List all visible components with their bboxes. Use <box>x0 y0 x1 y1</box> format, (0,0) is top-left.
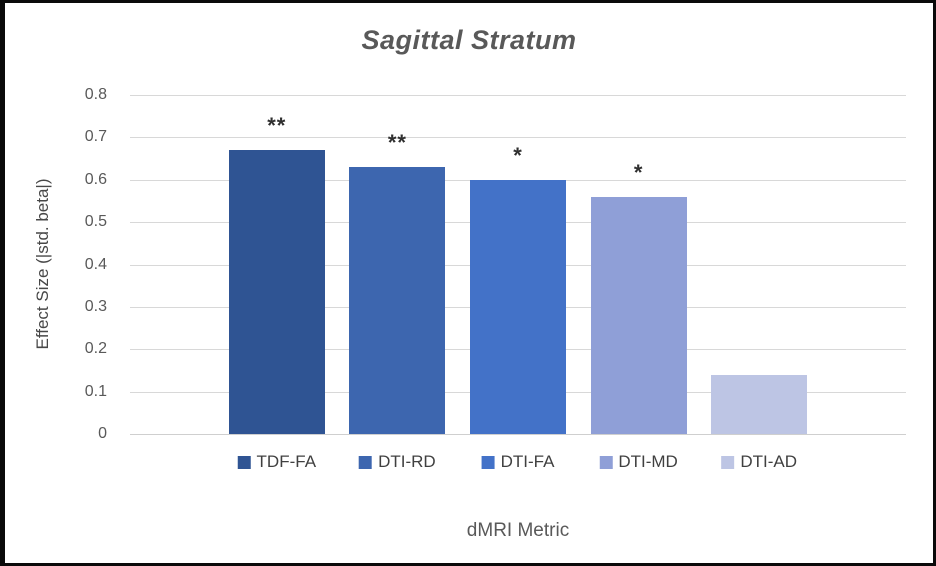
gridline <box>130 95 906 96</box>
chart-inner-area: Sagittal Stratum Effect Size (|std. beta… <box>5 3 933 563</box>
legend-color-swatch <box>359 455 373 469</box>
y-tick-label: 0.6 <box>84 170 107 188</box>
significance-marker-dti-rd: ** <box>387 130 407 156</box>
bar-dti-rd <box>349 167 446 434</box>
y-tick-label: 0.5 <box>84 213 107 231</box>
legend-item-dti-fa: DTI-FA <box>481 451 555 473</box>
legend-item-label: DTI-MD <box>618 452 678 471</box>
legend-color-swatch <box>599 455 613 469</box>
y-tick-label: 0.3 <box>84 297 107 315</box>
legend-item-label: DTI-RD <box>378 452 436 471</box>
legend-item-tdf-fa: TDF-FA <box>237 451 317 473</box>
legend-item-dti-ad: DTI-AD <box>721 451 797 473</box>
bar-tdf-fa <box>228 150 325 434</box>
legend-item-label: DTI-AD <box>740 452 798 471</box>
significance-marker-dti-fa: * <box>513 142 523 168</box>
y-tick-label: 0.2 <box>84 340 107 358</box>
y-tick-label: 0 <box>98 425 107 442</box>
legend-color-swatch <box>481 455 495 469</box>
y-tick-label: 0.8 <box>84 86 107 103</box>
y-tick-label: 0.7 <box>84 128 107 146</box>
gridline <box>130 434 906 435</box>
y-tick-label: 0.1 <box>84 382 107 400</box>
legend-color-swatch <box>721 455 735 469</box>
bar-dti-fa <box>470 179 566 434</box>
significance-marker-tdf-fa: ** <box>267 113 287 139</box>
significance-marker-dti-md: * <box>633 159 644 185</box>
bar-dti-ad <box>711 374 808 434</box>
gridline <box>130 137 906 139</box>
chart-title: Sagittal Stratum <box>361 25 577 55</box>
legend-item-dti-rd: DTI-RD <box>359 451 436 473</box>
bar-dti-md <box>590 196 687 434</box>
y-tick-label: 0.4 <box>84 255 107 273</box>
legend-item-dti-md: DTI-MD <box>599 451 678 473</box>
legend-item-label: TDF-FA <box>256 452 317 471</box>
legend-item-label: DTI-FA <box>500 452 555 471</box>
x-axis-title: dMRI Metric <box>466 520 570 541</box>
plot-area: ** ** * * <box>130 95 906 435</box>
legend-color-swatch <box>237 455 251 469</box>
